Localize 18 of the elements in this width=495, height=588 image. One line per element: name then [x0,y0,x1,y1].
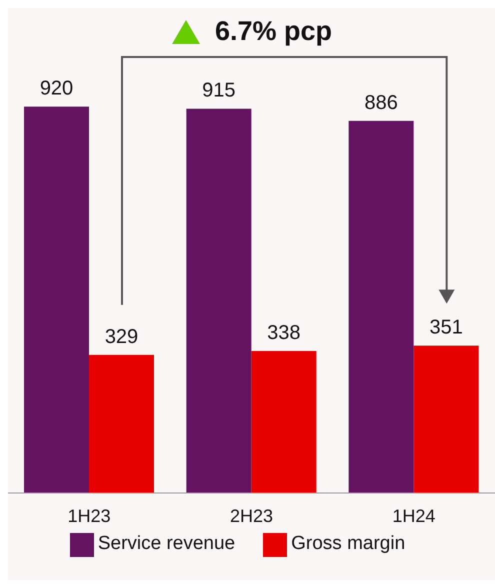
bar [251,351,316,493]
x-tick-label: 1H23 [68,506,111,526]
bar [348,120,414,493]
x-tick-label: 2H23 [230,506,274,526]
data-label: 351 [429,316,463,339]
bar [414,346,479,493]
data-label: 338 [267,322,301,344]
data-label: 920 [40,78,74,100]
legend-label: Service revenue [98,533,236,554]
data-label: 915 [202,80,236,102]
x-tick-label: 1H24 [392,506,436,526]
bar [186,108,252,493]
legend-label: Gross margin [291,533,406,554]
data-label: 886 [364,92,398,114]
bar [89,354,154,493]
text: 6.7% pcp [214,16,332,47]
bar [24,106,89,493]
data-label: 329 [104,326,138,348]
